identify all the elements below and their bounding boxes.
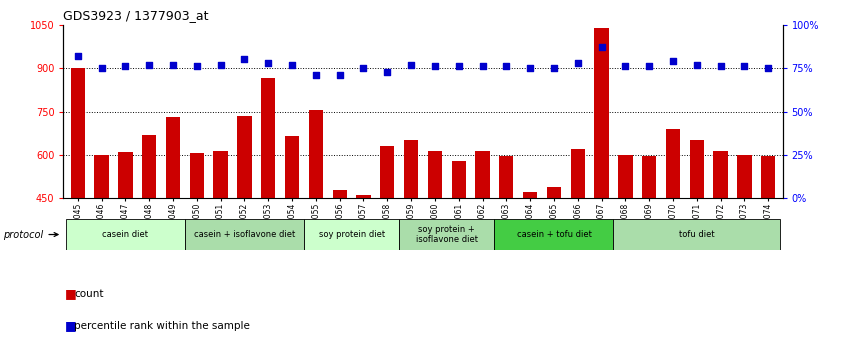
Point — [547, 65, 561, 71]
Bar — [452, 161, 466, 198]
Bar — [70, 68, 85, 198]
Bar — [571, 149, 585, 198]
Point — [142, 62, 156, 68]
Text: casein diet: casein diet — [102, 230, 148, 239]
Point — [714, 64, 728, 69]
Point — [618, 64, 632, 69]
Point — [667, 58, 680, 64]
Bar — [237, 116, 251, 198]
Bar — [190, 153, 204, 198]
Point — [500, 64, 514, 69]
Point — [595, 45, 608, 50]
Bar — [332, 190, 347, 198]
Bar — [404, 141, 418, 198]
Text: tofu diet: tofu diet — [679, 230, 715, 239]
Text: soy protein +
isoflavone diet: soy protein + isoflavone diet — [416, 225, 478, 244]
Point — [332, 72, 346, 78]
Text: GDS3923 / 1377903_at: GDS3923 / 1377903_at — [63, 9, 209, 22]
Point — [95, 65, 108, 71]
Bar — [304, 219, 399, 250]
Text: percentile rank within the sample: percentile rank within the sample — [74, 321, 250, 331]
Bar — [285, 136, 299, 198]
Point — [214, 62, 228, 68]
Bar — [185, 219, 304, 250]
Bar — [613, 219, 780, 250]
Bar — [738, 155, 751, 198]
Bar — [642, 156, 656, 198]
Point — [166, 62, 179, 68]
Bar — [547, 187, 561, 198]
Point — [357, 65, 371, 71]
Point — [761, 65, 775, 71]
Bar — [689, 141, 704, 198]
Bar — [618, 155, 633, 198]
Bar — [261, 78, 275, 198]
Point — [738, 64, 751, 69]
Bar — [66, 219, 185, 250]
Point — [309, 72, 322, 78]
Point — [381, 69, 394, 74]
Point — [261, 60, 275, 66]
Bar — [595, 28, 609, 198]
Point — [71, 53, 85, 59]
Text: casein + tofu diet: casein + tofu diet — [517, 230, 591, 239]
Bar — [428, 150, 442, 198]
Bar — [95, 155, 108, 198]
Bar — [166, 117, 180, 198]
Point — [571, 60, 585, 66]
Point — [118, 64, 132, 69]
Point — [238, 57, 251, 62]
Bar — [118, 152, 133, 198]
Bar — [523, 193, 537, 198]
Text: ■: ■ — [65, 287, 77, 301]
Bar — [494, 219, 613, 250]
Bar — [399, 219, 494, 250]
Text: casein + isoflavone diet: casein + isoflavone diet — [194, 230, 295, 239]
Text: count: count — [74, 289, 104, 299]
Point — [285, 62, 299, 68]
Bar — [213, 150, 228, 198]
Bar — [356, 195, 371, 198]
Text: soy protein diet: soy protein diet — [318, 230, 385, 239]
Point — [475, 64, 489, 69]
Bar — [666, 129, 680, 198]
Point — [404, 62, 418, 68]
Point — [524, 65, 537, 71]
Point — [428, 64, 442, 69]
Bar — [380, 146, 394, 198]
Text: protocol: protocol — [3, 229, 58, 240]
Point — [452, 64, 465, 69]
Bar — [309, 110, 323, 198]
Bar — [142, 135, 157, 198]
Point — [642, 64, 656, 69]
Point — [190, 64, 204, 69]
Bar — [761, 156, 776, 198]
Point — [690, 62, 704, 68]
Text: ■: ■ — [65, 319, 77, 332]
Bar — [499, 156, 514, 198]
Bar — [475, 150, 490, 198]
Bar — [713, 150, 728, 198]
